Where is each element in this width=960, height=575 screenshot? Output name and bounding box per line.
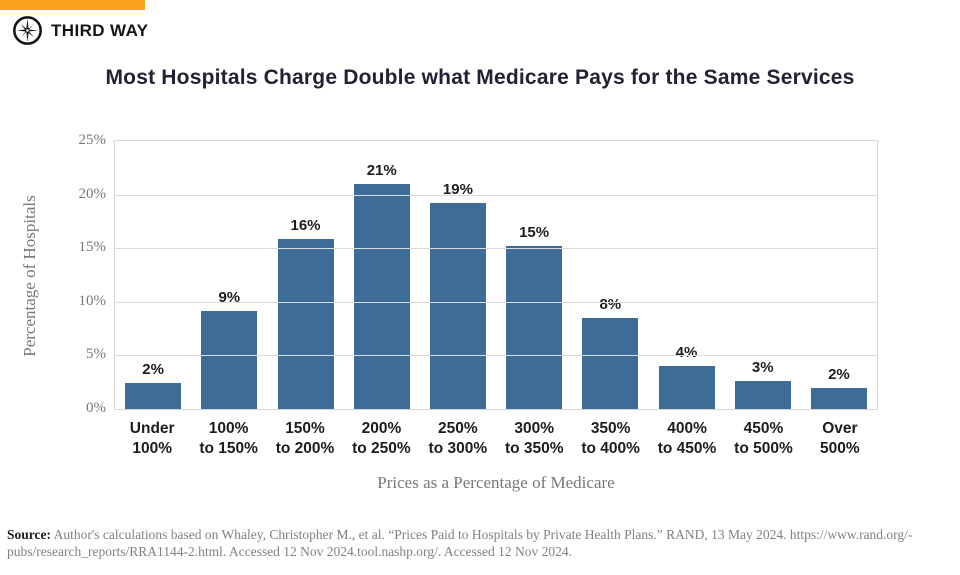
x-axis-category-label: 300% to 350% xyxy=(504,420,564,457)
bar xyxy=(810,387,867,409)
bar-value-label: 2% xyxy=(142,361,164,379)
y-axis-tick-label: 25% xyxy=(78,132,107,148)
bar-group: 2% xyxy=(115,141,191,409)
bar-group: 19% xyxy=(420,141,496,409)
source-label: Source: xyxy=(7,527,51,542)
bar-value-label: 4% xyxy=(675,344,698,362)
bar-group: 3% xyxy=(725,141,801,409)
bar-value-label: 19% xyxy=(442,181,473,199)
bar-value-label: 21% xyxy=(366,161,397,179)
bar-group: 16% xyxy=(267,141,343,409)
bar xyxy=(582,317,639,409)
gridline xyxy=(115,194,877,196)
gridline xyxy=(115,248,877,250)
bar xyxy=(277,238,334,409)
bar-value-label: 15% xyxy=(519,224,550,242)
compass-star-icon xyxy=(13,16,42,45)
bar-group: 21% xyxy=(344,141,420,409)
bar xyxy=(429,203,486,409)
x-axis-category-label: 350% to 400% xyxy=(581,420,640,457)
gridline xyxy=(115,355,877,357)
bar-value-label: 2% xyxy=(828,365,850,383)
bar-value-label: 16% xyxy=(290,216,321,234)
y-axis-ticks: 25% 20% 15% 10% 5% 0% xyxy=(0,132,107,416)
x-axis-category-label: 200% to 250% xyxy=(352,420,411,457)
bar xyxy=(125,383,182,409)
source-note: Source: Author's calculations based on W… xyxy=(7,526,953,560)
bar xyxy=(353,183,410,409)
brand-logo: THIRD WAY xyxy=(12,15,148,46)
x-axis-category-label: 100% to 150% xyxy=(199,420,258,457)
x-axis-category-label: Over 500% xyxy=(820,420,860,457)
bar-group: 15% xyxy=(496,141,572,409)
x-axis-category-label: Under 100% xyxy=(129,420,175,457)
bar-value-label: 3% xyxy=(751,359,774,377)
y-axis-tick-label: 0% xyxy=(86,400,106,416)
bar xyxy=(734,381,791,409)
y-axis-tick-label: 20% xyxy=(78,185,107,202)
bar-value-label: 8% xyxy=(599,295,622,313)
x-axis-category-label: 450% to 500% xyxy=(734,420,793,457)
y-axis-tick-label: 10% xyxy=(78,292,107,309)
source-text-line2: pubs/research_reports/RRA1144-2.html. Ac… xyxy=(7,544,573,559)
top-accent-bar xyxy=(0,0,145,10)
gridline xyxy=(115,301,877,303)
x-axis-labels: Under 100% 100% to 150% 150% to 200% 200% t… xyxy=(114,419,878,459)
plot-area: 2% 9% 16% 21% 19% 15% 8% 4% 3% 2% xyxy=(114,140,878,410)
bar xyxy=(658,366,715,409)
bar xyxy=(506,246,563,409)
bar-group: 9% xyxy=(191,141,267,409)
y-axis-tick-label: 5% xyxy=(86,346,106,363)
chart-title: Most Hospitals Charge Double what Medica… xyxy=(105,66,855,89)
x-axis-title: Prices as a Percentage of Medicare xyxy=(377,473,615,492)
bar-group: 2% xyxy=(801,141,877,409)
x-axis-category-label: 150% to 200% xyxy=(275,420,335,457)
y-axis-tick-label: 15% xyxy=(78,239,107,256)
bar xyxy=(201,311,258,409)
bars: 2% 9% 16% 21% 19% 15% 8% 4% 3% 2% xyxy=(115,141,877,409)
x-axis-category-label: 250% to 300% xyxy=(428,420,488,457)
source-text-line1: Author's calculations based on Whaley, C… xyxy=(51,527,913,542)
bar-group: 8% xyxy=(572,141,648,409)
bar-group: 4% xyxy=(648,141,724,409)
bar-value-label: 9% xyxy=(218,289,241,307)
brand-name: THIRD WAY xyxy=(51,20,149,40)
x-axis-category-label: 400% to 450% xyxy=(657,420,717,457)
